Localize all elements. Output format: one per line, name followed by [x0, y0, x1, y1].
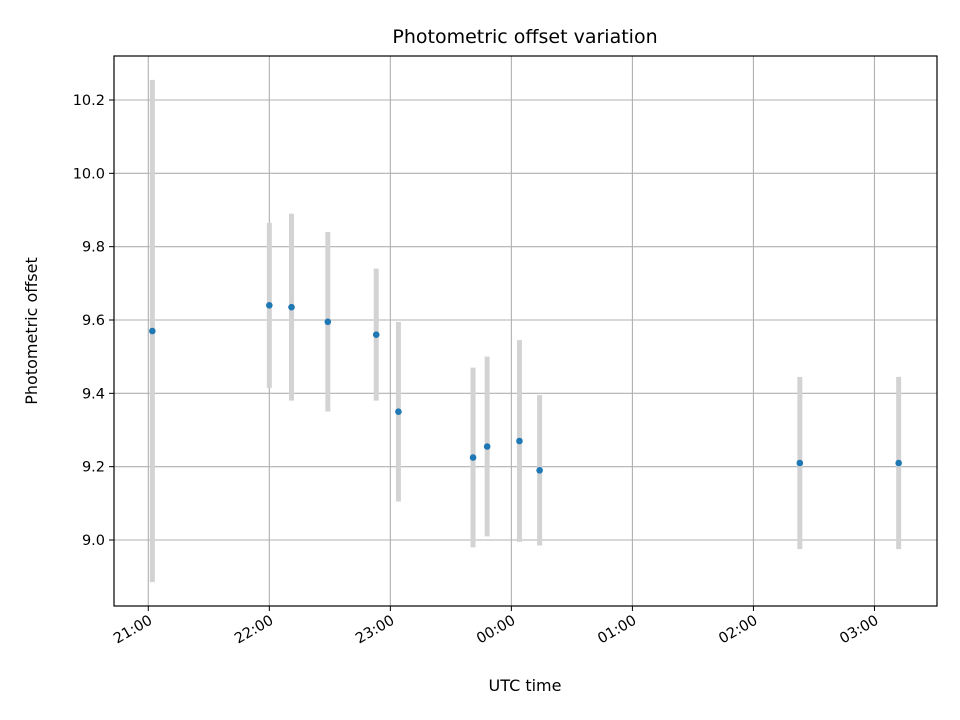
y-tick-label: 10.2	[73, 93, 105, 109]
x-tick-label: 01:00	[595, 613, 639, 648]
y-tick-label: 9.4	[82, 386, 105, 402]
x-tick-label: 23:00	[353, 613, 397, 648]
x-axis-label: UTC time	[489, 676, 562, 695]
x-tick-label: 02:00	[716, 613, 760, 648]
data-point	[516, 437, 523, 445]
data-point	[288, 303, 295, 311]
y-tick-label: 9.6	[82, 313, 105, 329]
data-points	[149, 302, 902, 474]
error-bars	[149, 79, 902, 583]
x-axis-ticks: 21:00 22:00 23:00 00:00 01:00 02:00 03:00	[111, 606, 881, 647]
data-point	[469, 454, 477, 461]
x-tick-label: 22:00	[232, 613, 276, 648]
chart-title: Photometric offset variation	[392, 26, 657, 48]
data-point	[536, 467, 543, 474]
y-tick-label: 10.0	[73, 166, 105, 182]
x-tick-label: 03:00	[837, 613, 881, 648]
data-point	[395, 408, 402, 415]
data-point	[483, 443, 491, 450]
y-axis-label: Photometric offset	[22, 257, 41, 405]
plot-frame	[113, 55, 938, 607]
data-point	[796, 459, 804, 467]
x-tick-label: 21:00	[111, 613, 155, 648]
x-tick-label: 00:00	[474, 613, 518, 648]
data-point	[372, 331, 380, 338]
grid	[114, 56, 937, 606]
data-point	[324, 318, 332, 326]
y-tick-label: 9.8	[82, 240, 105, 256]
data-point	[266, 302, 273, 309]
data-point	[149, 327, 156, 335]
y-tick-label: 9.0	[82, 533, 105, 549]
y-axis-ticks: 9.0 9.2 9.4 9.6 9.8 10.0 10.2	[73, 93, 114, 549]
data-point	[895, 459, 902, 467]
y-tick-label: 9.2	[82, 460, 105, 476]
